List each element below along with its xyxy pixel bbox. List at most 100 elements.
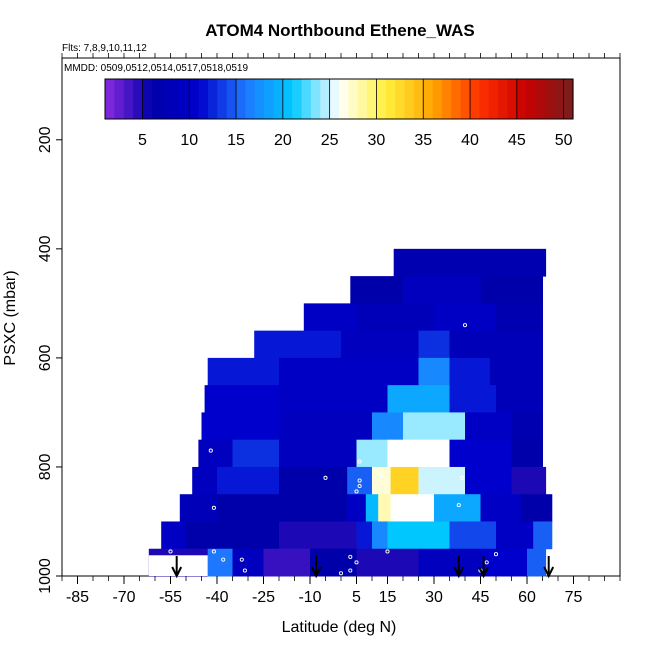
colorbar-swatch [282, 79, 293, 119]
heatmap-cell [341, 330, 419, 359]
heatmap-cell [192, 466, 218, 495]
heatmap-cell [418, 466, 466, 495]
heatmap-cell [449, 357, 491, 386]
heatmap-cell [465, 412, 512, 441]
x-tick-label: -40 [205, 589, 228, 606]
heatmap-cell [387, 439, 450, 468]
colorbar-swatch [329, 79, 340, 119]
sample-point [239, 557, 244, 562]
sample-point [221, 557, 226, 562]
heatmap-cell [207, 548, 233, 577]
heatmap-cell [198, 439, 233, 468]
x-tick-label: 45 [472, 589, 490, 606]
sample-point [357, 478, 362, 483]
colorbar-swatch [189, 79, 200, 119]
heatmap-cell [480, 548, 528, 577]
x-tick-label: -70 [112, 589, 135, 606]
colorbar: 5 10 15 20 25 30 35 40 45 50 [104, 78, 574, 149]
colorbar-swatch [507, 79, 518, 119]
heatmap-cell [480, 494, 522, 522]
x-tick-label: -10 [298, 589, 321, 606]
colorbar-swatch [264, 79, 275, 119]
colorbar-swatch [554, 79, 565, 119]
colorbar-swatch [376, 79, 387, 119]
sample-point [385, 549, 390, 554]
x-tick-label: -55 [159, 589, 182, 606]
heatmap-cell [356, 439, 388, 468]
heatmap-cell [207, 357, 280, 386]
x-tick-label: 60 [518, 589, 536, 606]
x-tick-label: -85 [66, 589, 89, 606]
y-axis: 200 400 600 800 1000 [37, 126, 62, 594]
colorbar-swatch [179, 79, 190, 119]
heatmap-cell [279, 494, 348, 522]
heatmap-cell [279, 521, 357, 550]
heatmap-cell [390, 466, 419, 495]
heatmap-cell [303, 303, 357, 332]
colorbar-tick-label: 25 [321, 132, 339, 149]
heatmap-cell [201, 412, 280, 441]
heatmap-cell [489, 357, 543, 386]
heatmap-cell [217, 466, 280, 495]
colorbar-tick-label: 50 [555, 132, 573, 149]
sample-point [354, 489, 359, 494]
heatmap-cell [390, 494, 435, 522]
heatmap-cell [511, 439, 543, 468]
sample-point [459, 475, 464, 480]
colorbar-swatch [198, 79, 209, 119]
sample-point [484, 560, 489, 565]
colorbar-swatch [479, 79, 490, 119]
colorbar-swatch [226, 79, 237, 119]
sample-point [242, 568, 247, 573]
heatmap-cell [372, 466, 392, 495]
heatmap-cell [347, 494, 367, 522]
y-axis-label: PSXC (mbar) [2, 270, 19, 365]
colorbar-swatch [292, 79, 303, 119]
colorbar-swatch [161, 79, 172, 119]
colorbar-swatch [254, 79, 265, 119]
heatmap-cell [279, 385, 388, 413]
colorbar-swatch [413, 79, 424, 119]
heatmap-cell [434, 494, 481, 522]
heatmap-cell [279, 357, 419, 386]
heatmap-cell [350, 276, 404, 304]
heatmap-cell [418, 548, 481, 577]
colorbar-swatch [423, 79, 434, 119]
colorbar-swatch [123, 79, 134, 119]
sample-point [379, 473, 384, 478]
arrow-head [453, 566, 465, 579]
heatmap-cell [496, 521, 534, 550]
colorbar-swatch [432, 79, 443, 119]
heatmap-cell [161, 521, 187, 550]
y-tick-label: 1000 [37, 558, 54, 594]
colorbar-swatch [170, 79, 181, 119]
colorbar-swatch [460, 79, 471, 119]
colorbar-swatch [367, 79, 378, 119]
heatmap-cell [496, 385, 543, 413]
heatmap-cell [356, 521, 373, 550]
colorbar-tick-label: 30 [368, 132, 386, 149]
heatmap-cell [217, 494, 280, 522]
sample-markers [168, 323, 499, 576]
x-tick-label: 75 [565, 589, 583, 606]
sample-point [462, 323, 468, 328]
sample-point [211, 549, 216, 554]
colorbar-swatch [544, 79, 555, 119]
colorbar-swatch [385, 79, 396, 119]
heatmap-cell [465, 466, 512, 495]
colorbar-swatch [441, 79, 452, 119]
heatmap-cell [263, 548, 311, 577]
arrow-head [478, 566, 489, 579]
heatmap-cell [418, 357, 450, 386]
colorbar-swatch [310, 79, 321, 119]
colorbar-swatch [114, 79, 125, 119]
heatmap-cell [520, 494, 553, 522]
colorbar-swatch [245, 79, 256, 119]
colorbar-swatch [133, 79, 144, 119]
heatmap-cell [279, 439, 357, 468]
colorbar-swatch [516, 79, 527, 119]
colorbar-swatch [217, 79, 228, 119]
colorbar-swatch [488, 79, 499, 119]
sample-point [338, 571, 344, 576]
y-tick-label: 400 [37, 235, 54, 262]
